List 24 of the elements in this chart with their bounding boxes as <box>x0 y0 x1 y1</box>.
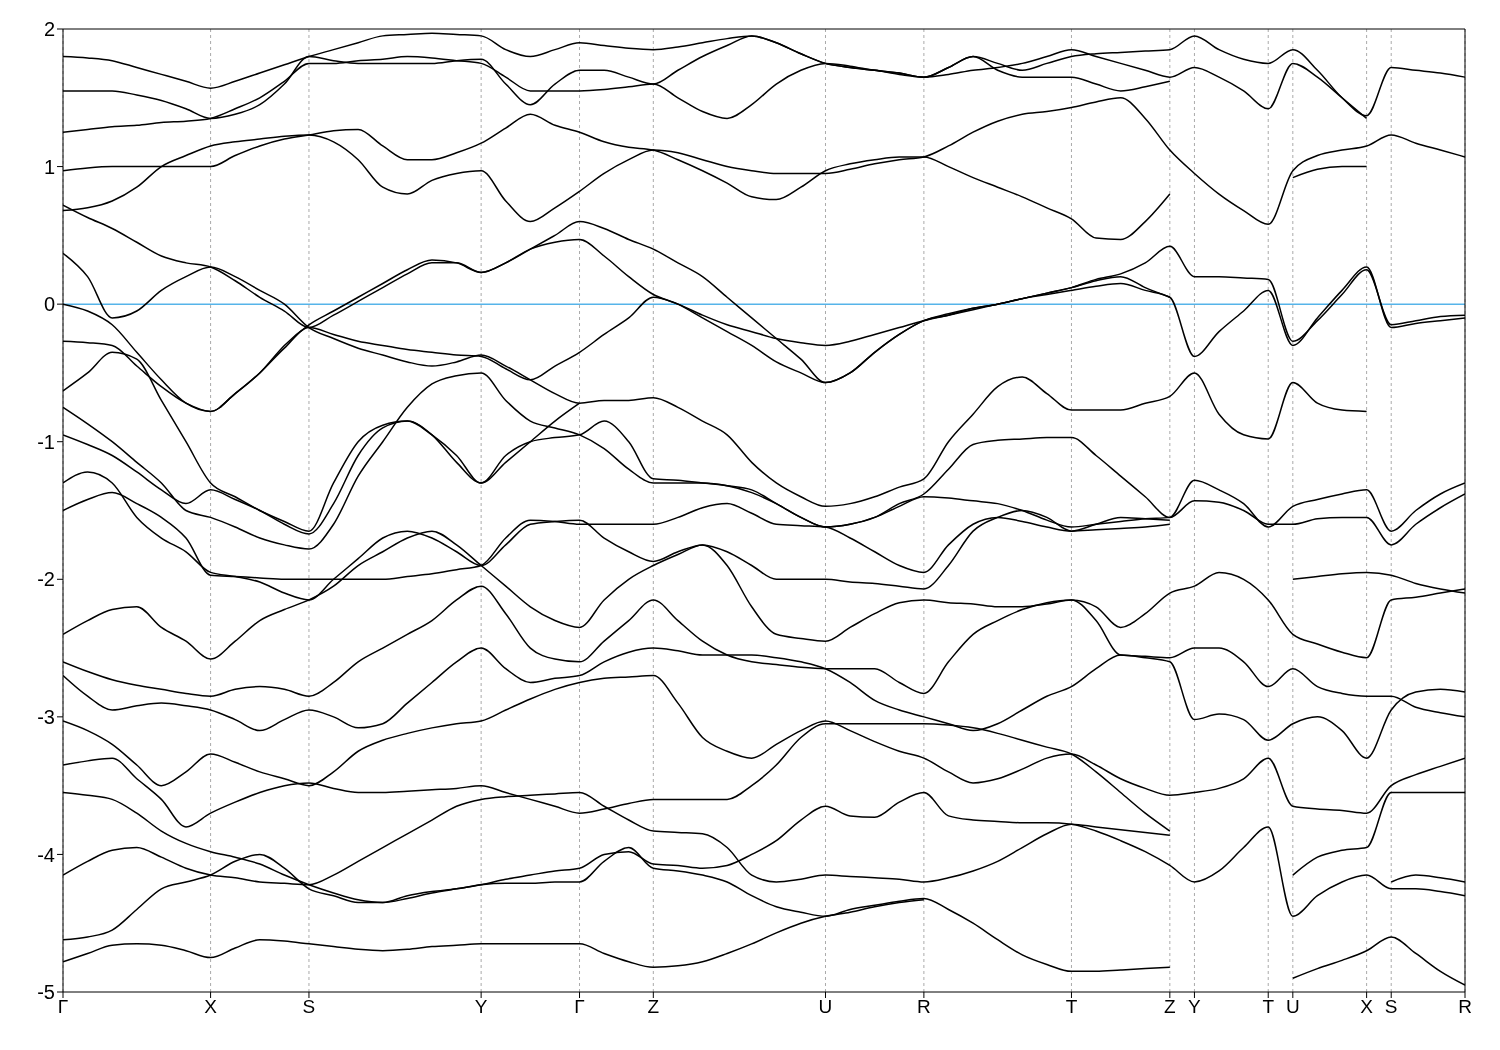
y-tick-label: -3 <box>37 705 55 728</box>
x-tick-label: T <box>1065 996 1078 1018</box>
y-tick-label: -4 <box>37 843 55 866</box>
y-tick-label: -2 <box>37 568 55 591</box>
y-tick-label: 1 <box>43 155 55 178</box>
y-tick-label: 2 <box>43 18 55 41</box>
x-tick-label: Z <box>647 996 660 1018</box>
x-tick-label: S <box>1384 996 1398 1018</box>
x-tick-label: U <box>1285 996 1300 1018</box>
x-tick-label: R <box>917 996 931 1018</box>
x-tick-label: U <box>818 996 833 1018</box>
x-tick-label: S <box>302 996 316 1018</box>
x-tick-label: T <box>1262 996 1275 1018</box>
y-tick-label: -5 <box>37 981 55 1004</box>
y-tick-label: -1 <box>37 430 55 453</box>
x-tick-label: Y <box>1188 996 1202 1018</box>
x-tick-label: X <box>1360 996 1374 1018</box>
y-tick-label: 0 <box>43 293 55 316</box>
x-tick-label: Z <box>1164 996 1177 1018</box>
x-tick-label: Γ <box>57 996 69 1018</box>
x-tick-label: Γ <box>574 996 585 1018</box>
x-tick-label: X <box>204 996 218 1018</box>
x-tick-label: R <box>1458 996 1472 1018</box>
x-tick-label: Y <box>474 996 488 1018</box>
